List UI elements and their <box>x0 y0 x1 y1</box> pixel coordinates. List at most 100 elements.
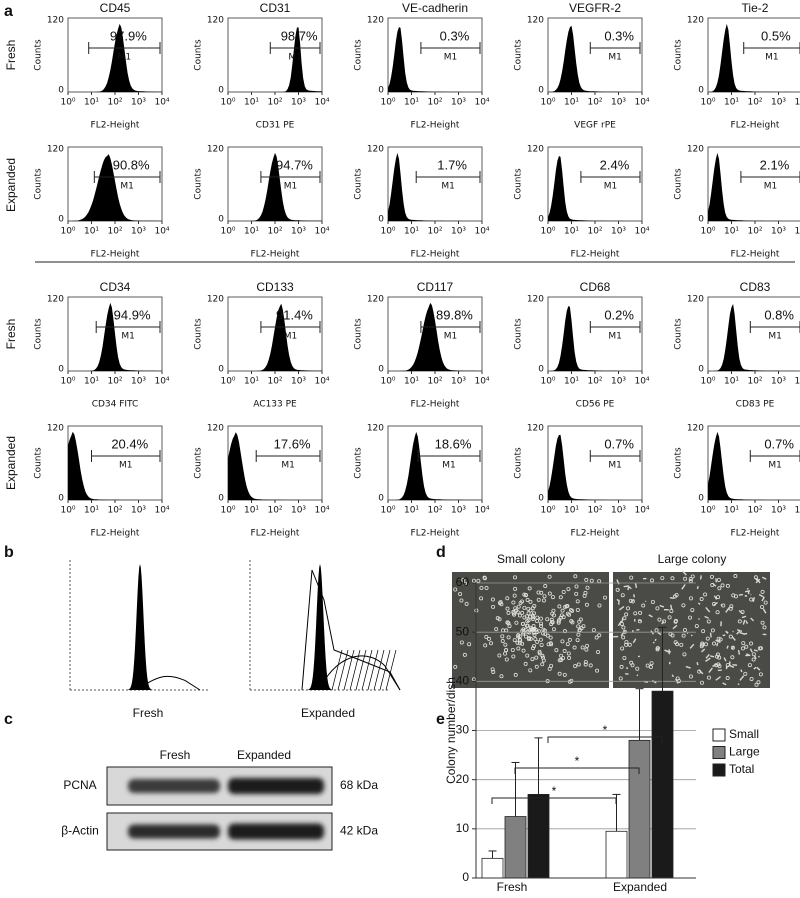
x-tick-label: 10⁰ <box>60 227 75 237</box>
histogram-shape <box>548 156 642 221</box>
cell <box>661 620 665 625</box>
y-tick-label: 0 <box>218 215 224 225</box>
x-tick-label: 10³ <box>771 98 786 108</box>
cell <box>760 589 765 594</box>
cell <box>521 621 526 626</box>
cell <box>685 665 691 669</box>
y-tick-label: 0 <box>58 494 64 504</box>
cell <box>550 611 555 616</box>
gate-label: M1 <box>288 53 302 63</box>
cell <box>638 610 643 615</box>
x-tick-label: 10¹ <box>564 377 579 387</box>
cell <box>505 620 510 625</box>
x-tick-label: 10⁰ <box>220 506 235 516</box>
y-axis-label: Counts <box>674 318 684 350</box>
histogram-panel: Counts 120 0 10⁰ 10¹ 10² 10³ 10⁴ FL2-Height 0.7% M… <box>674 424 800 539</box>
y-tick-label: 120 <box>47 424 64 434</box>
cell <box>588 663 593 668</box>
cell <box>638 618 642 622</box>
cell <box>616 598 619 602</box>
x-axis-label: FL2-Height <box>731 121 780 131</box>
bar <box>504 816 527 879</box>
cell <box>565 642 570 647</box>
panel-label: d <box>436 544 446 561</box>
x-axis-label: FL2-Height <box>571 529 620 539</box>
panel-title: VE-cadherin <box>402 1 468 15</box>
x-tick-label: 10⁰ <box>540 98 555 108</box>
y-tick-label: 0 <box>378 494 384 504</box>
y-axis-label: Counts <box>194 39 204 71</box>
x-tick-label: 10² <box>267 506 282 516</box>
cell <box>562 672 567 677</box>
cell <box>541 598 546 603</box>
cell <box>747 663 752 668</box>
cell <box>530 628 535 633</box>
x-tick-label: 10² <box>747 377 762 387</box>
cell <box>713 595 718 600</box>
cell <box>486 636 491 641</box>
x-tick-label: 10² <box>427 98 442 108</box>
significance-mark: * <box>603 723 608 737</box>
cell <box>583 662 588 667</box>
cell <box>697 602 701 605</box>
protein-label: β-Actin <box>61 824 99 838</box>
cell <box>672 624 678 630</box>
x-tick-label: 10³ <box>771 506 786 516</box>
cell <box>673 619 678 624</box>
x-tick-label: 10¹ <box>724 506 739 516</box>
cell <box>625 666 629 670</box>
row-label: Expanded <box>4 436 18 490</box>
cell <box>690 608 695 613</box>
histogram-shape <box>228 152 322 221</box>
cell <box>722 682 727 686</box>
x-axis-label: FL2-Height <box>411 400 460 410</box>
cell <box>514 620 519 625</box>
cell <box>548 635 553 640</box>
bar <box>605 830 628 879</box>
x-tick-label: 10⁴ <box>474 227 489 237</box>
x-tick-label: 10⁴ <box>794 98 800 108</box>
cell <box>675 676 680 681</box>
x-tick-label: 10⁴ <box>314 377 329 387</box>
cell <box>461 577 466 582</box>
cell <box>565 603 570 608</box>
x-tick-label: 10¹ <box>564 227 579 237</box>
panel-title: CD133 <box>256 280 294 294</box>
cell <box>615 587 620 592</box>
cell <box>576 632 581 637</box>
cell <box>749 597 754 602</box>
cell <box>753 649 758 652</box>
cell <box>758 655 760 658</box>
cell <box>527 586 532 591</box>
cell <box>524 614 529 619</box>
cell <box>596 649 601 654</box>
row-label: Expanded <box>4 158 18 212</box>
cell <box>730 655 735 660</box>
cell <box>591 628 596 633</box>
cell <box>545 633 550 638</box>
cell <box>624 640 629 645</box>
cell <box>490 597 495 602</box>
y-tick-label: 0 <box>698 365 704 375</box>
y-tick-label: 120 <box>687 424 704 434</box>
y-axis-label: Counts <box>194 318 204 350</box>
cell <box>585 643 590 648</box>
cell <box>699 597 704 602</box>
gate-percent: 0.3% <box>604 28 634 43</box>
significance-bracket <box>491 797 617 804</box>
cell <box>705 606 711 613</box>
panel-title: CD83 <box>740 280 771 294</box>
x-tick-label: 10³ <box>291 506 306 516</box>
cell <box>674 593 679 598</box>
y-axis-label: Counts <box>674 168 684 200</box>
cell <box>512 638 517 643</box>
x-axis-label: CD56 PE <box>576 400 615 410</box>
micrograph <box>452 572 609 688</box>
y-axis-label: Counts <box>34 168 44 200</box>
cell <box>498 600 503 605</box>
x-axis-label: FL2-Height <box>91 529 140 539</box>
x-tick-label: 10⁰ <box>700 227 715 237</box>
x-axis-label: FL2-Height <box>731 250 780 260</box>
cell <box>706 619 711 624</box>
cell <box>505 606 510 611</box>
